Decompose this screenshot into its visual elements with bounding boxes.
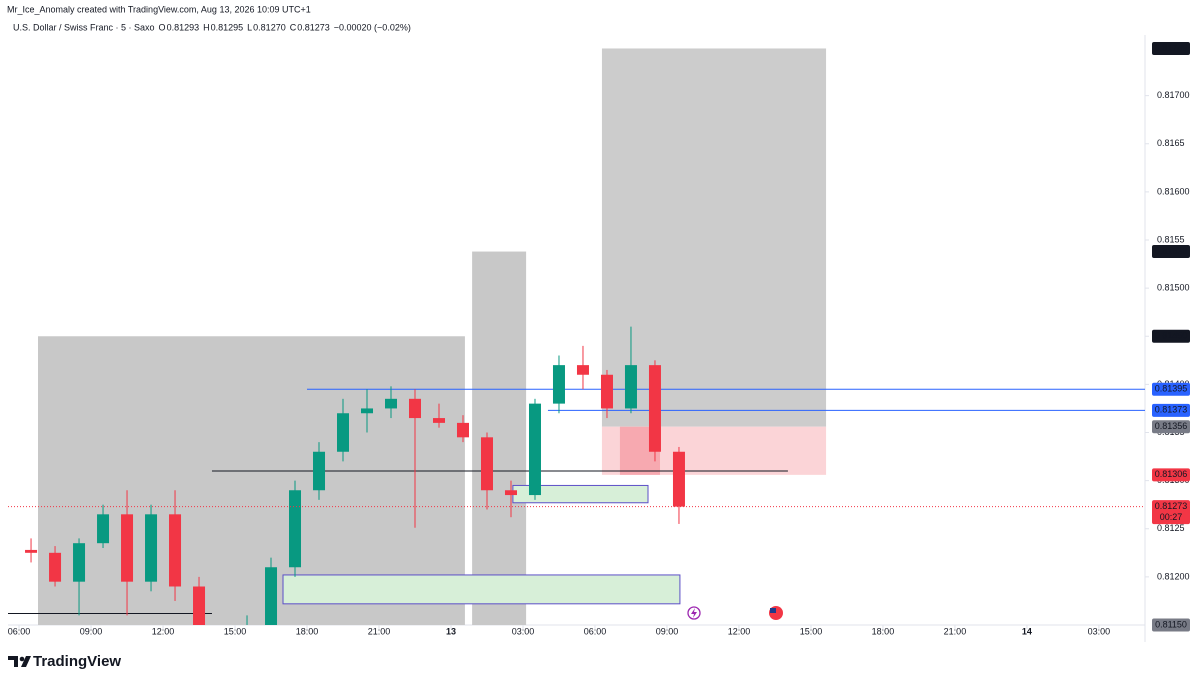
zone (37, 336, 465, 625)
x-tick-label: 09:00 (656, 626, 679, 636)
x-tick-label: 06:00 (8, 626, 31, 636)
ohlc-key: L (247, 22, 252, 32)
zone (601, 48, 827, 427)
flag-icon (770, 608, 776, 613)
event-icon[interactable] (687, 606, 701, 620)
candle-body (432, 418, 445, 423)
price-label: 0.81450 (1155, 331, 1188, 341)
candle-body (456, 422, 469, 438)
candle-body (289, 490, 302, 568)
candle-body (145, 514, 158, 582)
candle-body (385, 398, 398, 409)
price-label-box (1152, 245, 1190, 259)
y-tick-label: 0.81200 (1157, 571, 1190, 581)
price-label-box (1152, 420, 1190, 434)
price-label: 0.81306 (1155, 469, 1188, 479)
x-tick-label: 03:00 (512, 626, 535, 636)
candle-body (193, 586, 206, 625)
brand: TradingView (33, 653, 121, 670)
price-label: 0.81373 (1155, 405, 1188, 415)
y-tick-label: 0.81700 (1157, 90, 1190, 100)
y-tick-label: 0.8155 (1157, 234, 1185, 244)
x-tick-label: 12:00 (728, 626, 751, 636)
x-tick-label: 09:00 (80, 626, 103, 636)
price-label-box (1152, 500, 1190, 525)
event-icon (691, 608, 697, 618)
candle-body (576, 365, 589, 375)
x-tick-label: 12:00 (152, 626, 175, 636)
candle-body (313, 451, 326, 491)
ohlc-key: O (159, 22, 166, 32)
candle-body (121, 514, 134, 582)
ohlc-value: 0.81273 (297, 22, 330, 32)
candle-body (528, 403, 541, 496)
x-tick-label: 21:00 (368, 626, 391, 636)
y-tick-label: 0.81600 (1157, 186, 1190, 196)
candle-body (169, 514, 182, 587)
candle-body (25, 549, 38, 553)
x-tick-label: 18:00 (296, 626, 319, 636)
x-tick-label: 06:00 (584, 626, 607, 636)
price-label-box (1152, 329, 1190, 343)
price-label-box (1152, 618, 1190, 632)
candle-body (600, 374, 613, 409)
candle-body (97, 514, 110, 544)
price-label: 0.81273 (1155, 501, 1188, 511)
candle-body (504, 490, 517, 496)
x-tick-label: 14 (1022, 626, 1032, 636)
x-tick-label: 21:00 (944, 626, 967, 636)
x-tick-label: 18:00 (872, 626, 895, 636)
x-tick-label: 13 (446, 626, 456, 636)
x-tick-label: 15:00 (800, 626, 823, 636)
ohlc-key: C (290, 22, 297, 32)
price-label-box (1152, 468, 1190, 482)
candle-body (624, 365, 637, 409)
price-label: 0.81150 (1155, 619, 1187, 629)
price-countdown: 00:27 (1160, 512, 1183, 522)
x-tick-label: 03:00 (1088, 626, 1111, 636)
price-label: 0.81356 (1155, 421, 1188, 431)
logo: TradingView (8, 653, 121, 670)
ohlc-key: H (203, 22, 210, 32)
ohlc-value: 0.81270 (253, 22, 286, 32)
candle-body (672, 451, 685, 507)
candle-body (648, 365, 661, 452)
price-label-box (1152, 41, 1190, 55)
x-tick-label: 15:00 (224, 626, 247, 636)
zone (472, 251, 527, 625)
y-tick-label: 0.8165 (1157, 138, 1185, 148)
candle-body (73, 543, 86, 582)
candle-body (408, 398, 421, 419)
symbol: U.S. Dollar / Swiss Franc · 5 · Saxo (13, 22, 155, 32)
candle-body (49, 552, 62, 582)
price-label-box (1152, 403, 1190, 417)
y-tick-label: 0.81500 (1157, 283, 1190, 293)
candle-body (265, 567, 278, 625)
ohlc-value: 0.81293 (167, 22, 200, 32)
price-label: 0.81749 (1155, 43, 1188, 53)
ohlc-value: 0.81295 (211, 22, 244, 32)
candle-body (337, 413, 350, 452)
price-label: 0.81395 (1155, 384, 1188, 394)
y-tick-label: 0.8125 (1157, 523, 1185, 533)
price-label: 0.81538 (1155, 246, 1188, 256)
zone (282, 574, 681, 605)
change: −0.00020 (−0.02%) (334, 22, 411, 32)
price-label-box (1152, 382, 1190, 396)
candle-body (361, 408, 374, 414)
candle-body (480, 437, 493, 491)
candle-body (217, 644, 229, 673)
attribution: Mr_Ice_Anomaly created with TradingView.… (7, 4, 311, 14)
candle-body (552, 365, 565, 404)
plot (8, 48, 1145, 673)
